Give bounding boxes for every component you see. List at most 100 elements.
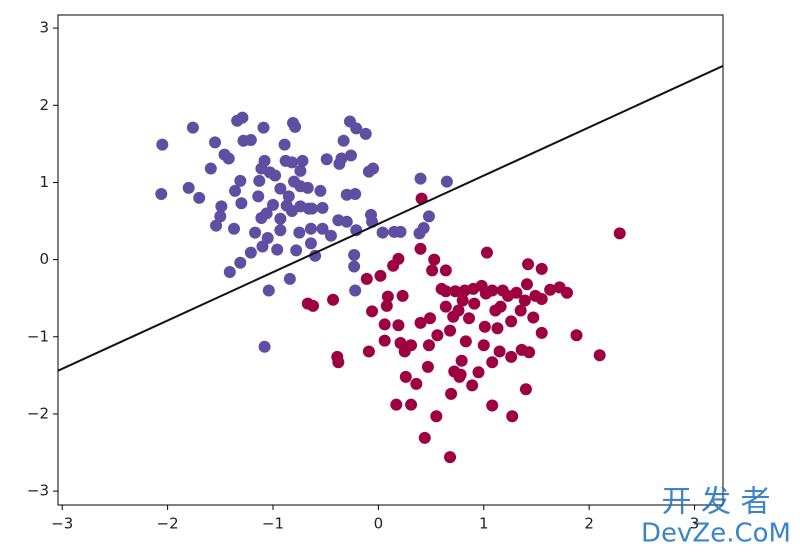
point [274, 224, 287, 237]
y-tick-label: 2 [39, 96, 49, 114]
point [340, 215, 353, 228]
point [204, 162, 217, 175]
point [316, 222, 329, 235]
point [266, 198, 279, 211]
point [431, 329, 444, 342]
point [520, 278, 533, 291]
point [244, 246, 257, 259]
point [456, 294, 469, 307]
point [293, 226, 306, 239]
point [570, 329, 583, 342]
point [258, 340, 271, 353]
point [561, 286, 574, 299]
x-tick-label: 0 [374, 515, 384, 533]
x-tick-label: −2 [157, 515, 179, 533]
point [459, 335, 472, 348]
point [262, 284, 275, 297]
point [519, 383, 532, 396]
y-tick-label: 3 [39, 19, 49, 37]
point [478, 320, 491, 333]
point [510, 286, 523, 299]
point [209, 136, 222, 149]
point [274, 182, 287, 195]
point [301, 181, 314, 194]
point [350, 122, 363, 135]
point [405, 398, 418, 411]
y-tick-label: −3 [27, 482, 49, 500]
x-tick-label: −1 [262, 515, 284, 533]
x-tick-label: 3 [690, 515, 700, 533]
point [327, 293, 340, 306]
point [253, 174, 266, 187]
point [324, 229, 337, 242]
x-tick-label: 2 [584, 515, 594, 533]
point [428, 253, 441, 266]
point [447, 310, 460, 323]
point [430, 410, 443, 423]
point [215, 200, 228, 213]
point [418, 431, 431, 444]
point [544, 283, 557, 296]
point [455, 354, 468, 367]
point [296, 154, 309, 167]
point [439, 300, 452, 313]
point [333, 157, 346, 170]
point [287, 117, 300, 130]
y-tick-label: −2 [27, 404, 49, 422]
point [376, 226, 389, 239]
point [290, 244, 303, 257]
point [285, 156, 298, 169]
point [444, 324, 457, 337]
point [234, 256, 247, 269]
point [439, 285, 452, 298]
watermark: DevZe.CoM [641, 519, 791, 549]
point [445, 387, 458, 400]
boundary-line [58, 65, 723, 372]
point [227, 222, 240, 235]
point [283, 272, 296, 285]
point [378, 318, 391, 331]
point [193, 191, 206, 204]
point [396, 289, 409, 302]
point [229, 184, 242, 197]
point [486, 284, 499, 297]
point [234, 174, 247, 187]
point [426, 264, 439, 277]
point [236, 111, 249, 124]
point [316, 201, 329, 214]
point [214, 210, 227, 223]
point [349, 188, 362, 201]
point [466, 379, 479, 392]
point [449, 285, 462, 298]
point [613, 227, 626, 240]
point [422, 210, 435, 223]
point [344, 149, 357, 162]
point [309, 249, 322, 262]
point [314, 184, 327, 197]
point [156, 138, 169, 151]
point [359, 127, 372, 140]
point [463, 312, 476, 325]
point [349, 284, 362, 297]
point [304, 237, 317, 250]
point [522, 258, 535, 271]
y-tick-label: 0 [39, 250, 49, 268]
point [421, 360, 434, 373]
point [366, 305, 379, 318]
point [186, 121, 199, 134]
point [527, 311, 540, 324]
point [454, 368, 467, 381]
point [593, 349, 606, 362]
y-tick-label: −1 [27, 327, 49, 345]
point [505, 350, 518, 363]
point [320, 153, 333, 166]
point [304, 222, 317, 235]
point [480, 246, 493, 259]
point [305, 202, 318, 215]
point [282, 190, 295, 203]
point [477, 339, 490, 352]
point [518, 294, 531, 307]
point [440, 175, 453, 188]
point [235, 197, 248, 210]
point [294, 164, 307, 177]
